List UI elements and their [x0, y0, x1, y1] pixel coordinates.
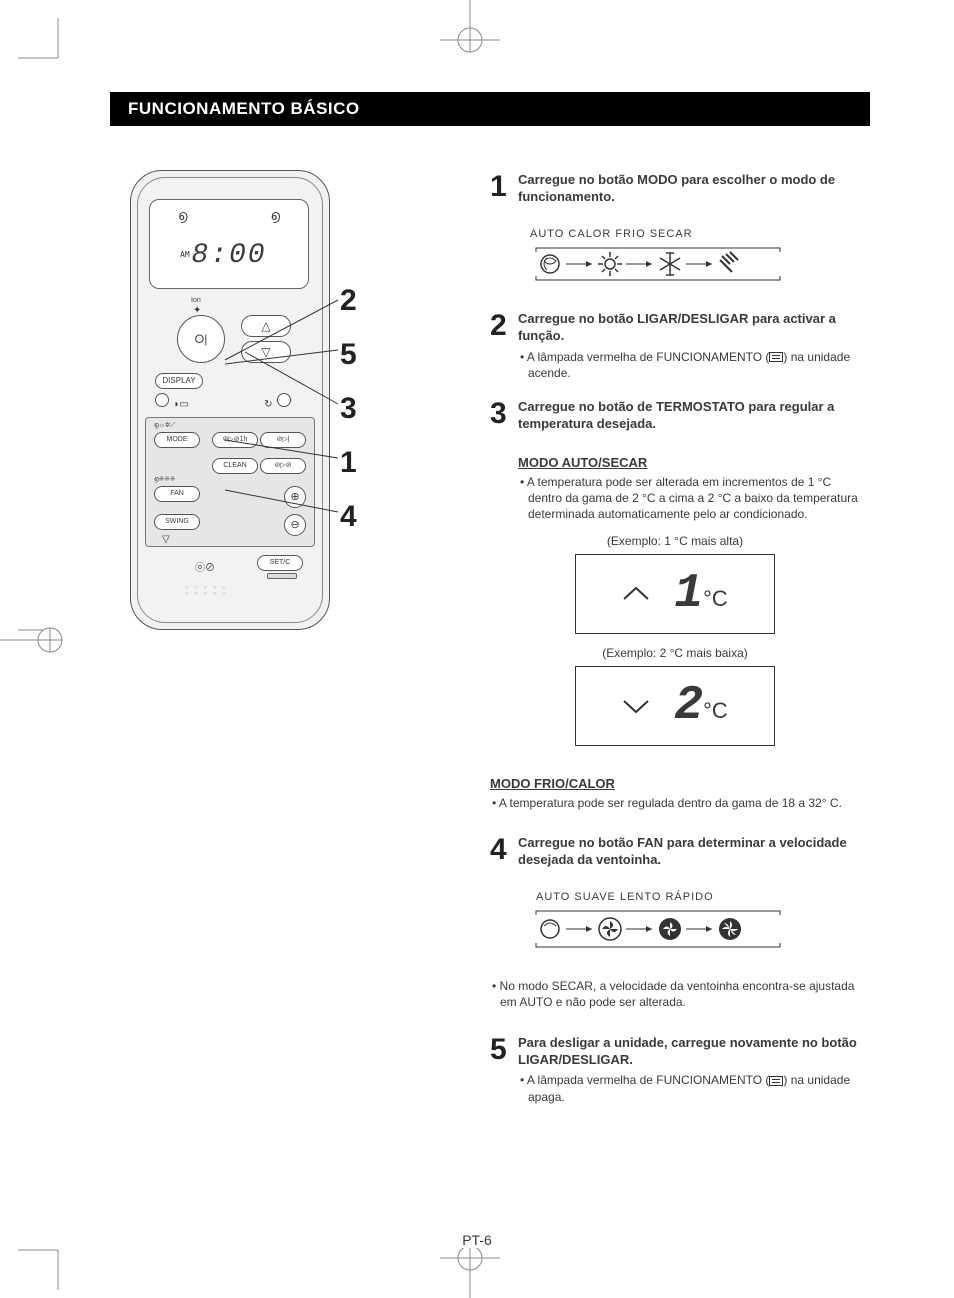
step-5-title: Para desligar a unidade, carregue novame… [518, 1035, 860, 1069]
step-1-title: Carregue no botão MODO para escolher o m… [518, 172, 860, 206]
fan-cycle-diagram [520, 909, 860, 958]
setc-button: SET/C [257, 555, 303, 571]
step-4-title: Carregue no botão FAN para determinar a … [518, 835, 860, 869]
page-number: PT-6 [0, 1232, 954, 1248]
ion-label: Ion [191, 297, 201, 304]
step-4: 4 Carregue no botão FAN para determinar … [490, 835, 860, 873]
timer-off-button: ⊘▷⊘ [260, 458, 306, 474]
step-5: 5 Para desligar a unidade, carregue nova… [490, 1035, 860, 1105]
step-2-title: Carregue no botão LIGAR/DESLIGAR para ac… [518, 311, 860, 345]
step-5-bullet: • A lâmpada vermelha de FUNCIONAMENTO ()… [518, 1072, 860, 1104]
temp-display-high: 1°C [575, 554, 775, 634]
minus-button: ⊖ [284, 514, 306, 536]
mode-labels: AUTO CALOR FRIO SECAR [530, 228, 860, 240]
display-button: DISPLAY [155, 373, 203, 389]
chevron-down-icon [622, 689, 650, 723]
plus-button: ⊕ [284, 486, 306, 508]
callout-4: 4 [340, 502, 357, 532]
step-1: 1 Carregue no botão MODO para escolher o… [490, 172, 860, 210]
step-4-bullet: • No modo SECAR, a velocidade da ventoin… [490, 978, 860, 1010]
step-5-num: 5 [490, 1035, 518, 1105]
step-3: 3 Carregue no botão de TERMOSTATO para r… [490, 399, 860, 437]
power-button: ⭘| [177, 315, 225, 363]
subhead-auto-secar: MODO AUTO/SECAR [518, 455, 860, 470]
lcd-time: 8:00 [150, 240, 308, 271]
remote-illustration: ൭൭ AM 8:00 Ion ✦ ⭘| △ ▽ DISPLAY ◗▭ ↻ ൭☼✲… [130, 170, 330, 630]
step-3-num: 3 [490, 399, 518, 437]
swing-button: SWING [154, 514, 200, 530]
callout-5: 5 [340, 340, 357, 370]
step-2: 2 Carregue no botão LIGAR/DESLIGAR para … [490, 311, 860, 381]
step-3-bullet-2: • A temperatura pode ser regulada dentro… [490, 795, 860, 811]
step-2-num: 2 [490, 311, 518, 381]
chevron-up-icon [622, 577, 650, 611]
temp-down-button: ▽ [241, 341, 291, 363]
step-2-bullet: • A lâmpada vermelha de FUNCIONAMENTO ()… [518, 349, 860, 381]
step-1-num: 1 [490, 172, 518, 210]
mode-cycle-diagram [520, 246, 860, 291]
callout-1: 1 [340, 448, 357, 478]
lamp-icon [769, 352, 783, 362]
timer-on-button: ⊘▷| [260, 432, 306, 448]
timer1h-button: ⊘▷⊘1h [212, 432, 258, 448]
temp-display-low: 2°C [575, 666, 775, 746]
lamp-icon [769, 1076, 783, 1086]
step-3-bullet-1: • A temperatura pode ser alterada em inc… [518, 474, 860, 523]
fan-speed-labels: AUTO SUAVE LENTO RÁPIDO [536, 891, 860, 903]
callout-numbers: 2 5 3 1 4 [340, 286, 357, 556]
callout-2: 2 [340, 286, 357, 316]
subhead-frio-calor: MODO FRIO/CALOR [490, 776, 860, 791]
temp-up-button: △ [241, 315, 291, 337]
step-4-num: 4 [490, 835, 518, 873]
example-2-label: (Exemplo: 2 °C mais baixa) [490, 646, 860, 660]
section-header: FUNCIONAMENTO BÁSICO [110, 92, 870, 126]
step-3-title: Carregue no botão de TERMOSTATO para reg… [518, 399, 860, 433]
fan-button: FAN [154, 486, 200, 502]
example-1-label: (Exemplo: 1 °C mais alta) [490, 534, 860, 548]
remote-lower-panel: ൭☼✲⟋ MODE ⊘▷⊘1h ⊘▷| CLEAN ⊘▷⊘ ൭❊❊❊ FAN ⊕… [145, 417, 315, 547]
remote-lcd: ൭൭ AM 8:00 [149, 199, 309, 289]
callout-3: 3 [340, 394, 357, 424]
clean-button: CLEAN [212, 458, 258, 474]
mode-button: MODE [154, 432, 200, 448]
